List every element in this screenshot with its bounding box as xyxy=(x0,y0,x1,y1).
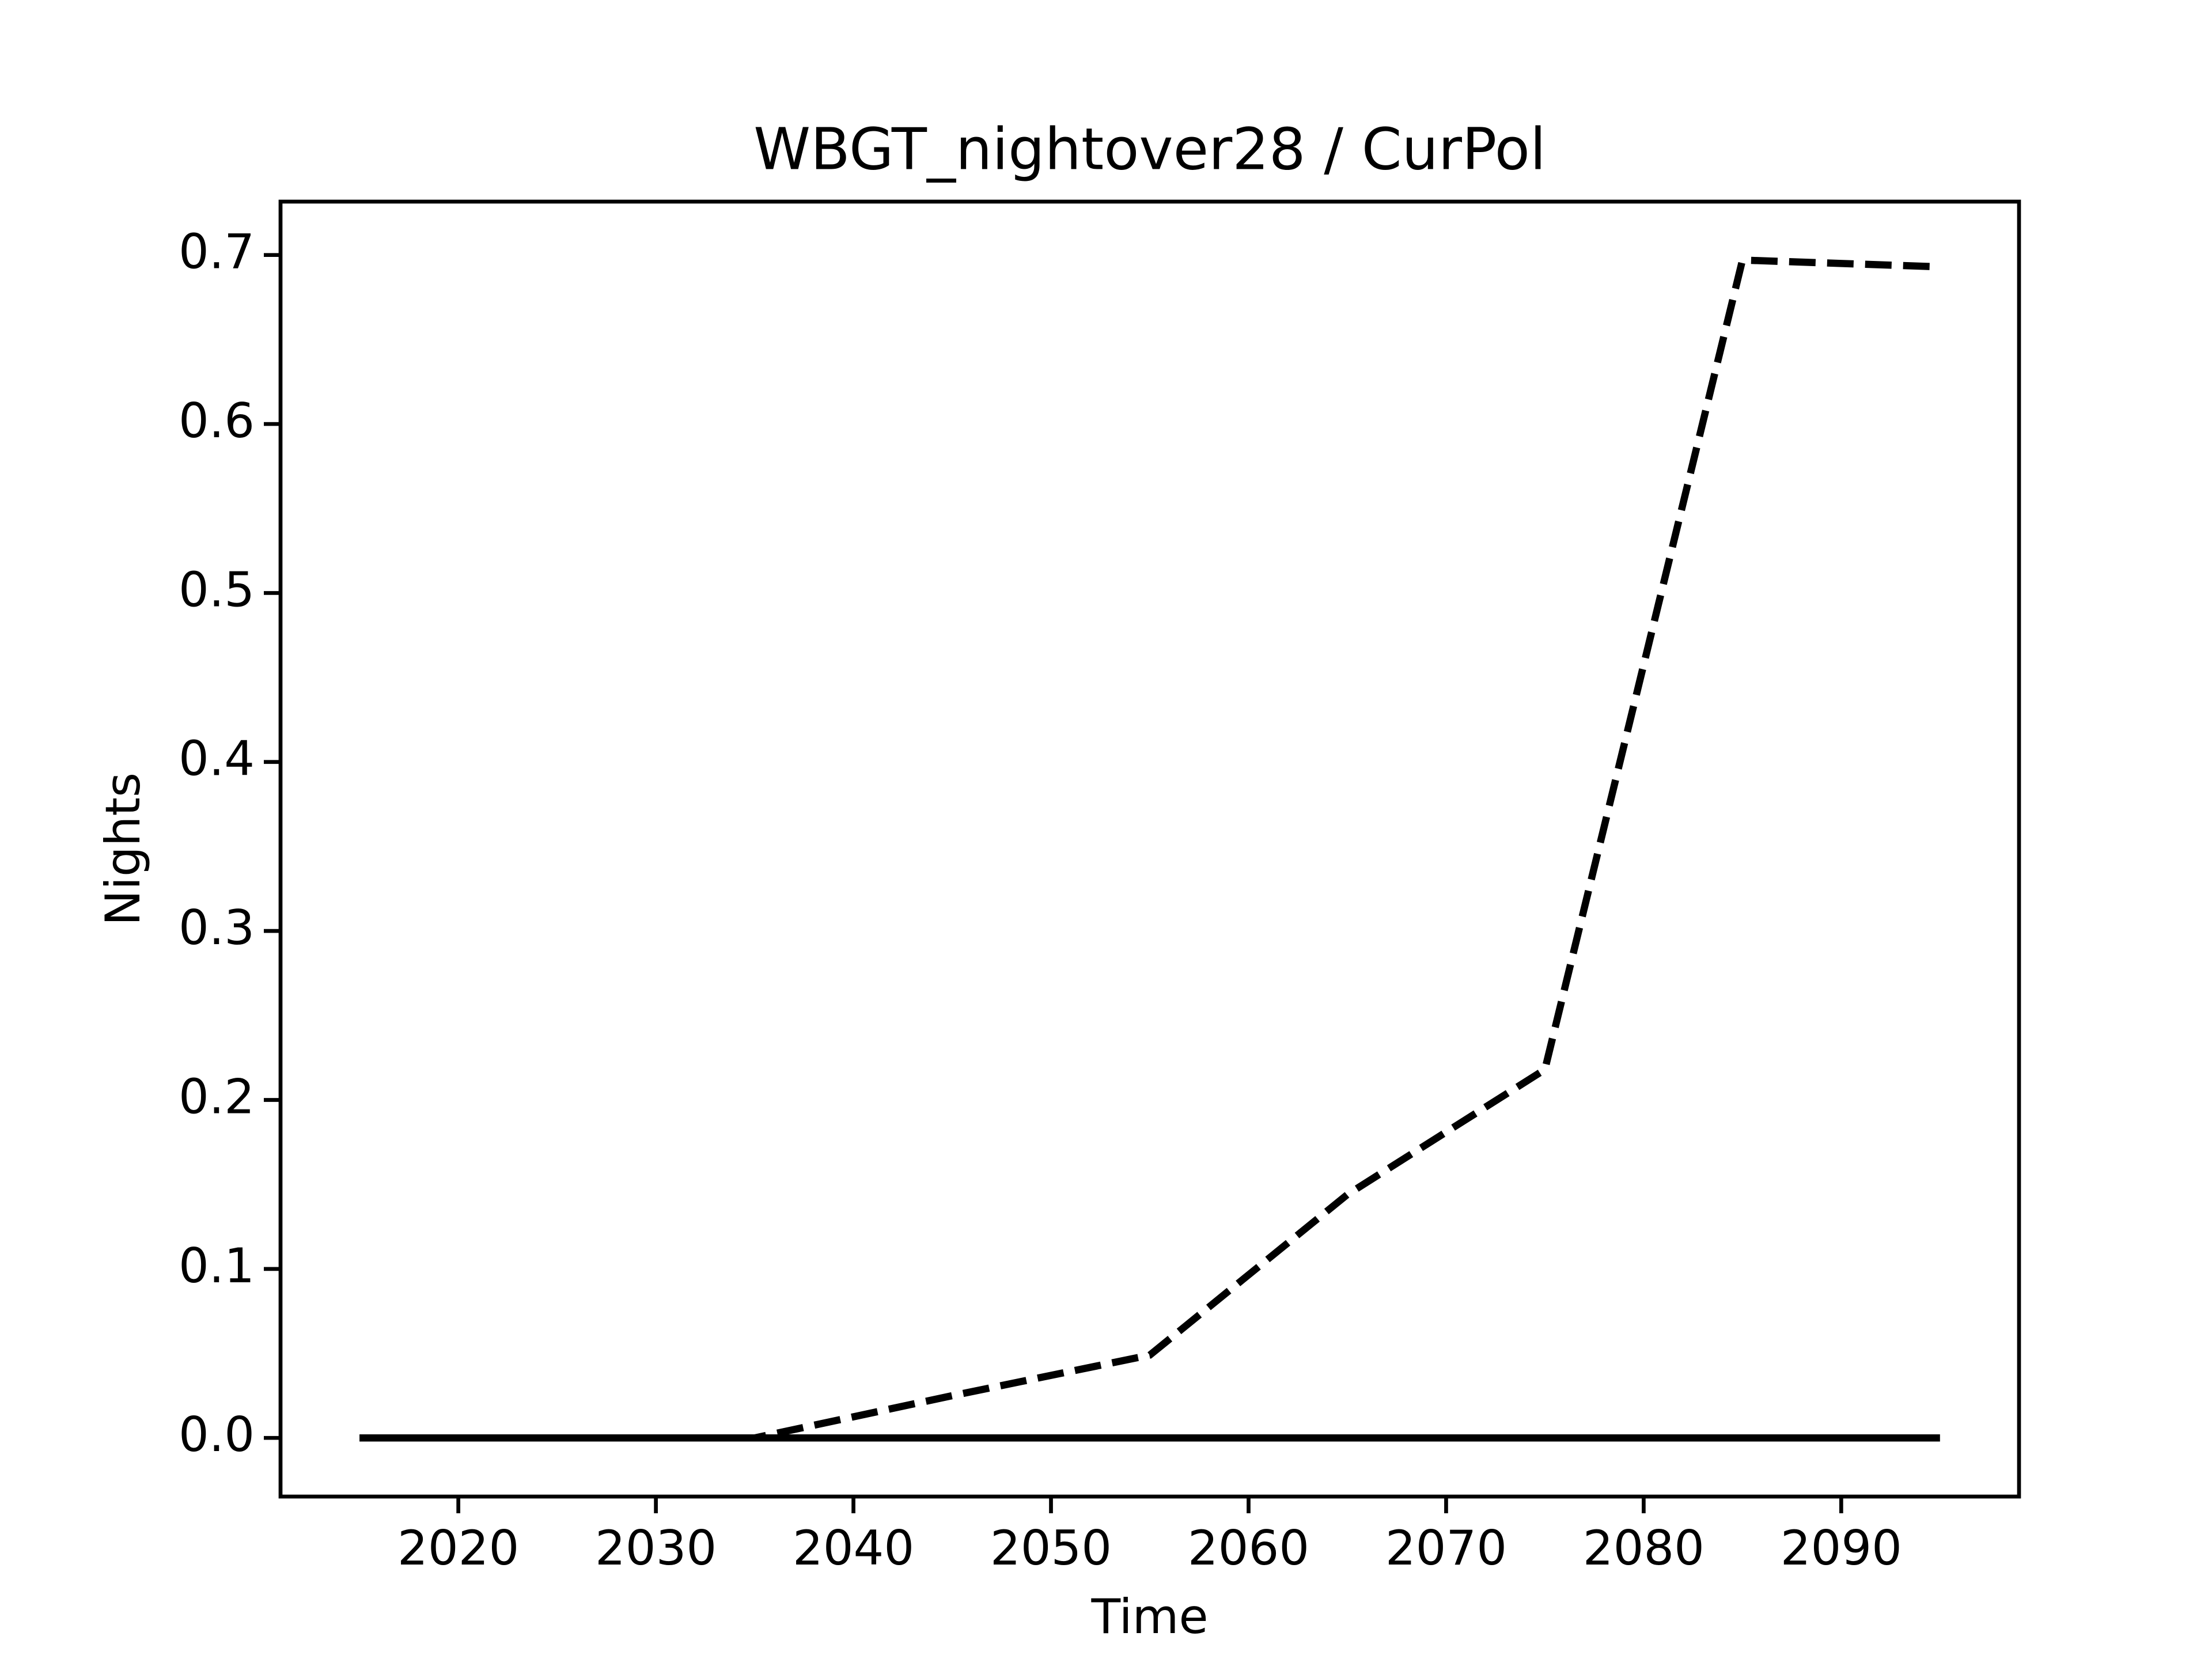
x-tick-label: 2090 xyxy=(1781,1520,1902,1576)
y-tick-label: 0.1 xyxy=(179,1238,255,1294)
x-tick-label: 2060 xyxy=(1188,1520,1309,1576)
x-tick-label: 2040 xyxy=(793,1520,914,1576)
y-tick-label: 0.6 xyxy=(179,393,255,449)
y-tick-label: 0.3 xyxy=(179,900,255,956)
plot-frame xyxy=(278,199,2021,1499)
y-tick-label: 0.2 xyxy=(179,1069,255,1124)
y-axis-label: Nights xyxy=(95,772,151,926)
y-tick-label: 0.7 xyxy=(179,224,255,280)
x-tick-label: 2070 xyxy=(1385,1520,1507,1576)
data-line xyxy=(359,256,1941,1442)
x-tick-label: 2030 xyxy=(595,1520,717,1576)
x-tick-label: 2020 xyxy=(397,1520,519,1576)
chart-title: WBGT_nightover28 / CurPol xyxy=(753,115,1546,183)
y-tick-label: 0.4 xyxy=(179,731,255,787)
y-tick-label: 0.5 xyxy=(179,562,255,618)
x-tick-label: 2050 xyxy=(990,1520,1112,1576)
x-tick-label: 2080 xyxy=(1583,1520,1705,1576)
y-tick-label: 0.0 xyxy=(179,1407,255,1463)
x-axis-label: Time xyxy=(1090,1589,1208,1645)
